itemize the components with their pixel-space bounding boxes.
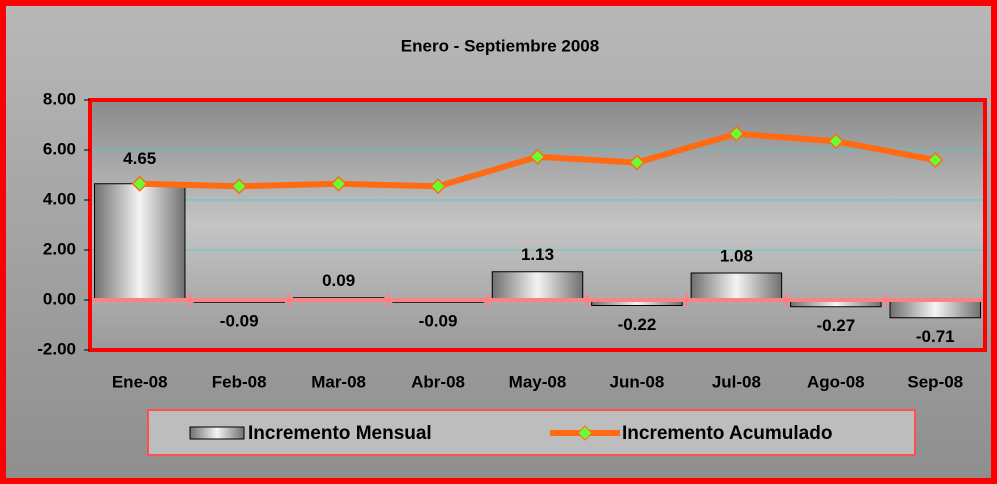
y-tick-label: 6.00: [43, 139, 76, 158]
line-marker: [231, 178, 248, 195]
data-label: -0.09: [220, 312, 259, 331]
x-tick-label: Abr-08: [411, 372, 465, 391]
x-tick-label: May-08: [509, 372, 567, 391]
bar: [690, 272, 783, 301]
line-marker: [529, 148, 546, 165]
legend-label: Incremento Acumulado: [622, 423, 832, 444]
data-label: 0.09: [322, 271, 355, 290]
bar: [491, 271, 584, 301]
data-label: -0.27: [816, 316, 855, 335]
line-marker: [827, 133, 844, 150]
data-label: 1.08: [720, 246, 753, 265]
bar: [93, 183, 186, 301]
data-label: -0.09: [419, 312, 458, 331]
x-tick-label: Jul-08: [712, 372, 761, 391]
line-marker: [728, 125, 745, 142]
y-tick-label: 8.00: [43, 89, 76, 108]
y-tick-label: 4.00: [43, 189, 76, 208]
line-marker: [429, 178, 447, 195]
legend-marker: [577, 425, 593, 441]
y-tick-label: 2.00: [43, 239, 76, 258]
y-tick-label: 0.00: [43, 289, 76, 308]
data-label: 1.13: [521, 245, 554, 264]
x-tick-label: Sep-08: [907, 372, 963, 391]
data-label: 4.65: [123, 149, 156, 168]
y-tick-label: -2.00: [37, 339, 76, 358]
line-marker: [131, 175, 148, 192]
line-marker: [330, 175, 347, 192]
legend-label: Incremento Mensual: [248, 423, 432, 444]
chart-title: Enero - Septiembre 2008: [401, 36, 599, 55]
data-label: -0.71: [916, 327, 955, 346]
plot-border: [88, 98, 987, 352]
x-tick-label: Jun-08: [610, 372, 665, 391]
line-marker: [927, 151, 944, 169]
x-tick-label: Ago-08: [807, 372, 865, 391]
x-tick-label: Mar-08: [311, 372, 366, 391]
bar: [889, 299, 982, 319]
x-tick-label: Feb-08: [212, 372, 267, 391]
line-marker: [628, 154, 646, 171]
x-tick-label: Ene-08: [112, 372, 168, 391]
legend: [147, 409, 916, 456]
legend-swatch: [189, 426, 245, 440]
data-label: -0.22: [618, 315, 657, 334]
